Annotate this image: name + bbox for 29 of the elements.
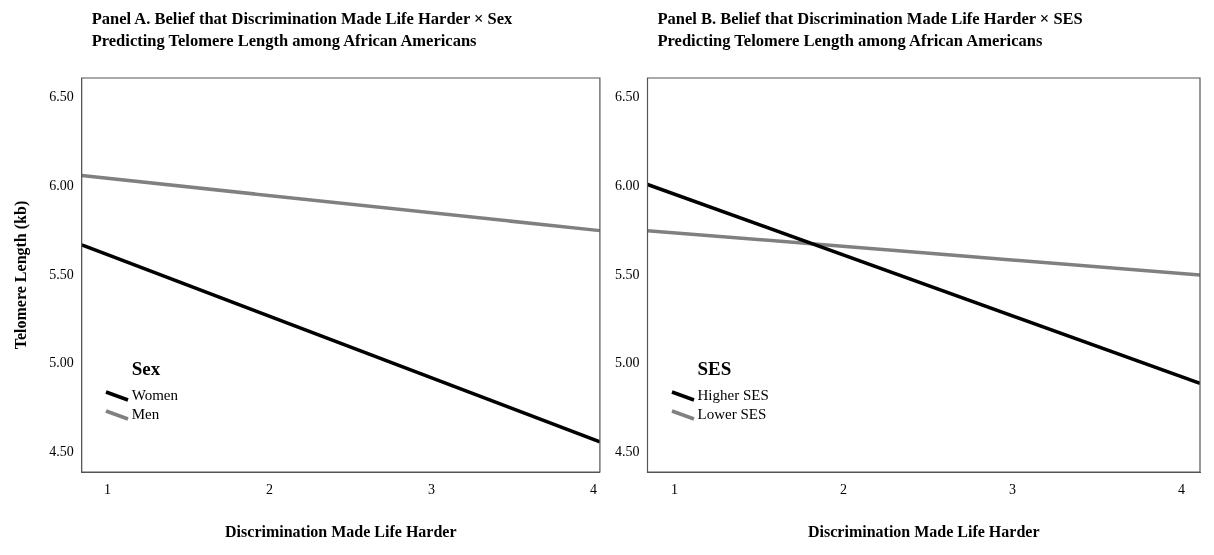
y-tick-label: 5.00	[615, 355, 640, 371]
legend-title: Sex	[131, 358, 162, 380]
chart-title: Panel A. Belief that Discrimination Made Life Harder × Sex Predicting Telomere Length among African Americans	[90, 8, 514, 52]
x-tick-label: 4	[1177, 482, 1185, 498]
y-tick-label: 4.50	[615, 444, 640, 460]
legend-label: Higher SES	[697, 387, 769, 404]
x-axis-title: Discrimination Made Life Harder	[807, 522, 1040, 540]
y-axis-title: Telomere Length (kb)	[11, 200, 30, 350]
y-tick-label: 5.00	[49, 355, 74, 371]
chart-title: Panel B. Belief that Discrimination Made Life Harder × SES Predicting Telomere Length among African Americans	[656, 8, 1084, 52]
x-tick-label: 3	[1008, 482, 1016, 498]
x-tick-label: 4	[589, 482, 597, 498]
y-tick-label: 4.50	[49, 444, 74, 460]
x-tick-label: 1	[671, 482, 679, 498]
y-tick-label: 6.00	[615, 177, 640, 193]
y-tick-label: 5.50	[49, 266, 74, 282]
y-tick-label: 6.50	[615, 89, 640, 105]
legend-label: Lower SES	[697, 406, 767, 423]
legend-label: Men	[131, 406, 160, 423]
x-tick-label: 1	[104, 482, 112, 498]
x-tick-label: 3	[427, 482, 435, 498]
y-tick-label: 6.00	[49, 177, 74, 193]
x-axis-title: Discrimination Made Life Harder	[225, 522, 457, 540]
y-tick-label: 6.50	[49, 89, 74, 105]
y-tick-label: 5.50	[615, 266, 640, 282]
x-tick-label: 2	[266, 482, 274, 498]
legend-title: SES	[697, 358, 733, 380]
legend-label: Women	[131, 387, 178, 404]
x-tick-label: 2	[839, 482, 847, 498]
